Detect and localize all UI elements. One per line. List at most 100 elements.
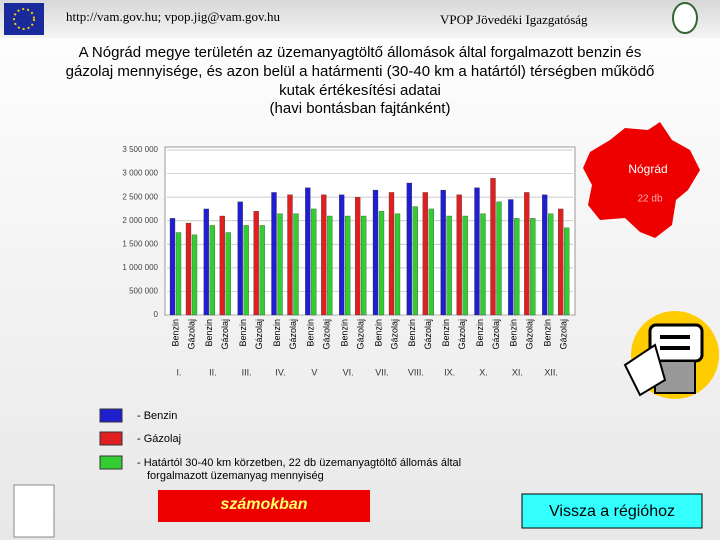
y-tick-label: 3 000 000: [122, 169, 158, 178]
y-tick-label: 2 000 000: [122, 216, 158, 225]
bar: [327, 215, 333, 316]
bar-label: Benzin: [170, 319, 180, 347]
bar-label: Gázolaj: [220, 319, 230, 350]
bar-label: Benzin: [272, 319, 282, 347]
bar: [542, 194, 548, 316]
button-numbers-label[interactable]: számokban: [220, 496, 307, 513]
bar: [496, 201, 502, 316]
bar: [219, 215, 225, 316]
bar-label: Gázolaj: [491, 319, 501, 350]
bar-label: Gázolaj: [322, 319, 332, 350]
bar: [185, 222, 192, 316]
header-bar: [0, 0, 720, 38]
x-tick-label: IV.: [275, 367, 285, 377]
bar: [394, 213, 401, 316]
bar: [530, 218, 536, 316]
button-numbers[interactable]: [158, 490, 370, 522]
bar-label: Gázolaj: [559, 319, 569, 350]
title: kutak értékesítési adatai: [279, 82, 441, 99]
bar-label: Benzin: [340, 319, 350, 347]
logo-stamp: [13, 484, 55, 538]
x-tick-label: VIII.: [408, 367, 424, 377]
button-back-label[interactable]: Vissza a régióhoz: [549, 503, 675, 520]
map-count: 22 db: [637, 194, 662, 205]
x-tick-label: VI.: [343, 367, 354, 377]
button-back[interactable]: [521, 493, 703, 529]
x-tick-label: XII.: [544, 367, 558, 377]
x-tick-label: VII.: [375, 367, 389, 377]
legend-label: - Benzin: [137, 410, 177, 422]
bar: [225, 232, 231, 316]
clipart: [623, 311, 719, 399]
legend-swatch: [99, 431, 123, 446]
logo-emblem: [672, 2, 698, 34]
bar: [293, 213, 299, 316]
bar: [490, 178, 496, 316]
bar: [564, 227, 570, 316]
bar: [253, 211, 259, 316]
bar: [355, 196, 361, 316]
x-tick-label: I.: [176, 367, 181, 377]
bar: [321, 194, 327, 316]
bar-label: Benzin: [509, 319, 519, 347]
y-tick-label: 3 500 000: [122, 145, 158, 154]
bar: [440, 189, 446, 316]
bar-label: Benzin: [373, 319, 383, 347]
bar: [311, 208, 317, 316]
bar: [243, 225, 249, 316]
bar-label: Gázolaj: [389, 319, 399, 350]
bar: [422, 192, 428, 316]
bar: [305, 187, 311, 316]
y-tick-label: 500 000: [129, 287, 158, 296]
eu-stars: [13, 8, 35, 30]
bar: [259, 225, 265, 316]
bar: [287, 194, 293, 316]
bar-label: Benzin: [475, 319, 485, 347]
x-tick-label: II.: [209, 367, 217, 377]
bar-label: Benzin: [204, 319, 214, 347]
bar: [406, 182, 412, 316]
legend-label: forgalmazott üzemanyag mennyiség: [147, 470, 324, 482]
bar: [271, 192, 277, 316]
title: (havi bontásban fajtánként): [270, 100, 451, 117]
bar-label: Gázolaj: [525, 319, 535, 350]
plot-area: [164, 146, 576, 316]
bar: [345, 215, 351, 316]
y-tick-label: 2 500 000: [122, 192, 158, 201]
bar: [237, 201, 243, 316]
x-tick-label: III.: [242, 367, 252, 377]
bar-label: Gázolaj: [186, 319, 196, 350]
bar: [514, 218, 520, 316]
bar: [508, 199, 514, 316]
bar-label: Benzin: [543, 319, 553, 347]
x-tick-label: IX.: [444, 367, 455, 377]
bar: [209, 225, 215, 316]
bar-label: Benzin: [238, 319, 248, 347]
bar: [428, 208, 434, 316]
bar-label: Benzin: [407, 319, 417, 347]
x-tick-label: V: [311, 367, 317, 377]
bar: [339, 194, 345, 316]
bar: [277, 213, 283, 316]
bar-label: Gázolaj: [457, 319, 467, 350]
bar: [372, 189, 379, 316]
bar: [548, 213, 554, 316]
bar-label: Gázolaj: [423, 319, 433, 350]
bar: [175, 232, 182, 316]
bar: [558, 208, 564, 316]
map-shape: [583, 122, 700, 238]
bar: [388, 192, 395, 316]
bar: [378, 211, 385, 316]
legend-swatch: [99, 455, 123, 470]
bar-label: Gázolaj: [254, 319, 264, 350]
y-tick-label: 1 500 000: [122, 239, 158, 248]
legend-label: - Gázolaj: [137, 433, 181, 445]
bar: [169, 218, 176, 316]
bar: [446, 215, 452, 316]
bar-label: Benzin: [306, 319, 316, 347]
x-tick-label: X.: [479, 367, 488, 377]
eu-flag: [4, 3, 44, 35]
header-left: http://vam.gov.hu; vpop.jig@vam.gov.hu: [66, 9, 280, 24]
bar-label: Gázolaj: [356, 319, 366, 350]
